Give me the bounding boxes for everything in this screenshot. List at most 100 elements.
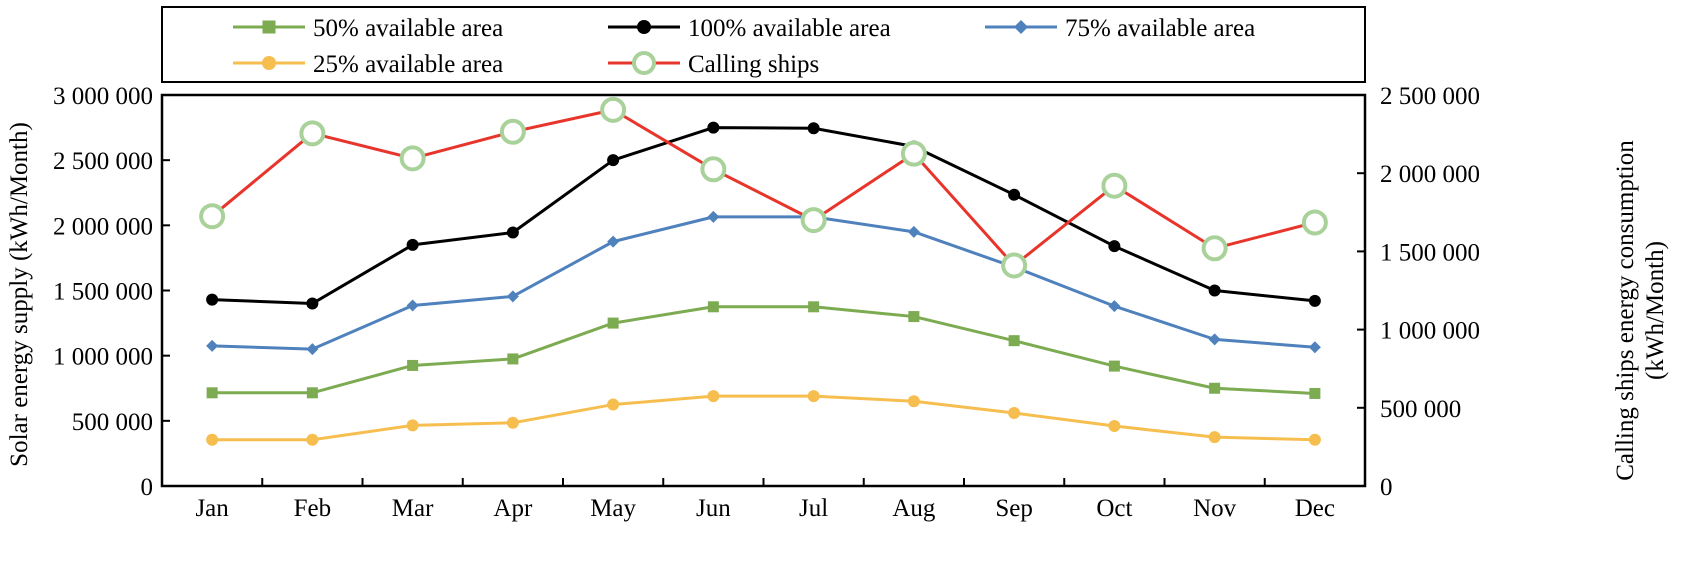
series-50-available-area [206,301,1321,399]
data-point [1001,252,1028,279]
data-point [1208,333,1221,346]
x-axis-tick-label: May [590,495,636,522]
x-axis-tick-label: Dec [1295,495,1335,522]
data-point [607,235,620,248]
data-point [1308,341,1321,354]
data-point [306,433,319,446]
data-point [406,238,419,251]
legend-marker [632,51,656,75]
legend-item: 75% available area [985,15,1255,42]
left-axis-tick-label: 2 000 000 [53,213,153,240]
data-point [707,210,720,223]
x-axis-tick-label: Sep [995,495,1033,522]
x-axis-tick-label: Nov [1193,495,1237,522]
data-point [306,343,319,356]
series-100-available-area [206,121,1321,310]
legend-label: Calling ships [688,51,819,78]
data-point [807,390,820,403]
data-point [908,311,920,323]
left-axis-tick-label: 0 [141,474,154,501]
data-point [700,156,727,183]
right-axis-tick-label: 0 [1380,474,1393,501]
x-axis-tick-label: Oct [1096,495,1132,522]
data-point [1308,433,1321,446]
series-line [211,108,1316,267]
legend-item: 100% available area [608,15,891,42]
data-point [1008,335,1020,347]
left-axis-tick-label: 3 000 000 [53,83,153,110]
data-point [206,433,219,446]
plot-frame [160,93,1367,488]
series-75-available-area [206,210,1321,356]
x-axis-tick-label: Aug [892,495,936,522]
data-point [807,122,820,135]
legend-item: Calling ships [608,51,819,78]
series-line [212,394,1315,442]
data-point [1108,360,1120,372]
data-point [406,299,419,312]
legend-item: 25% available area [233,51,503,78]
data-point [1108,300,1121,313]
x-axis-tick-label: Jan [195,495,229,522]
legend: 50% available area 100% available area 75%… [161,6,1366,83]
legend-label: 100% available area [688,15,891,42]
data-point [1108,240,1121,253]
x-axis-tick-label: Apr [493,495,533,522]
x-axis-tick-label: Jun [696,495,731,522]
data-point [399,145,426,172]
data-point [707,390,720,403]
series-line [212,215,1315,351]
data-point [808,301,820,313]
axes: 0 500 000 1 000 000 1 500 000 2 000 000 2 500… [6,83,1669,522]
data-point [407,359,419,371]
data-point [1008,188,1021,201]
legend-marker [1014,20,1028,34]
data-point [1209,382,1221,394]
data-point [206,387,218,399]
data-point [206,339,219,352]
left-axis-tick-label: 1 000 000 [53,344,153,371]
x-axis-tick-label: Mar [392,495,434,522]
data-point [707,121,720,134]
data-point [607,317,619,329]
legend-item: 50% available area [233,15,503,42]
data-point [1309,387,1321,399]
data-point [1008,407,1021,420]
data-point [1201,235,1228,262]
data-point [199,203,226,230]
legend-label: 50% available area [313,15,503,42]
series-calling-ships [199,96,1328,279]
right-axis-tick-label: 1 000 000 [1380,318,1480,345]
data-point [1208,284,1221,297]
data-point [506,290,519,303]
data-point [1301,209,1328,236]
left-axis-tick-label: 500 000 [72,409,153,436]
right-axis-tick-label: 500 000 [1380,396,1461,423]
x-axis-tick-label: Jul [799,495,828,522]
x-axis-tick-label: Feb [294,495,332,522]
right-axis-title-line1: Calling ships energy consumption [1612,140,1639,481]
data-point [907,395,920,408]
legend-label: 75% available area [1065,15,1255,42]
data-point [507,353,519,365]
data-point [600,96,627,123]
data-point [506,416,519,429]
data-point [907,225,920,238]
data-point [506,226,519,239]
legend-marker [262,20,276,34]
data-point [306,387,318,399]
left-axis-title: Solar energy supply (kWh/Month) [6,122,33,467]
left-axis-tick-label: 1 500 000 [53,279,153,306]
data-point [1108,420,1121,433]
data-point [707,301,719,313]
legend-marker [262,56,276,70]
data-point [306,297,319,310]
series-line [212,305,1315,395]
data-point [607,154,620,167]
data-point [299,120,326,147]
right-axis-tick-label: 1 500 000 [1380,239,1480,266]
series-line [212,126,1316,306]
right-axis-title-line2: (kWh/Month) [1642,241,1669,380]
right-axis-tick-label: 2 500 000 [1380,83,1480,110]
